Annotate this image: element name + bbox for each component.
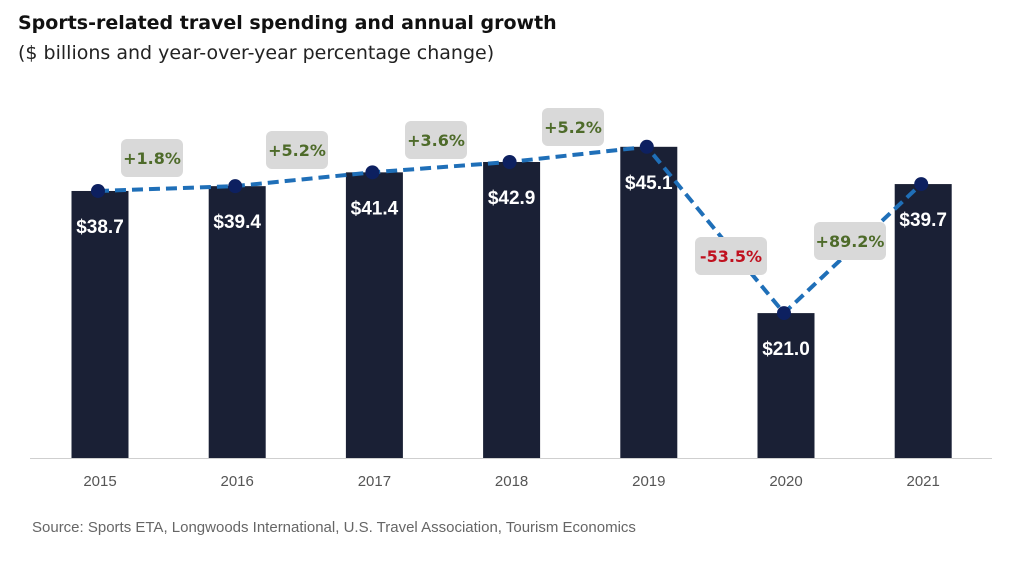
line-marker <box>639 139 654 154</box>
bar-2019 <box>620 146 678 458</box>
line-marker <box>228 179 243 194</box>
x-tick-label: 2018 <box>495 473 528 490</box>
growth-label: -53.5% <box>695 237 767 275</box>
growth-label-text: +5.2% <box>544 118 602 137</box>
growth-label-box <box>266 131 328 169</box>
value-label: $41.4 <box>351 198 399 219</box>
growth-label: +89.2% <box>814 222 886 260</box>
value-label: $21.0 <box>762 339 810 360</box>
x-tick-label: 2015 <box>83 473 116 490</box>
growth-label-text: +1.8% <box>123 149 181 168</box>
chart-subtitle: ($ billions and year-over-year percentag… <box>18 42 495 64</box>
source-note: Source: Sports ETA, Longwoods Internatio… <box>32 519 636 536</box>
x-tick-label: 2021 <box>907 473 940 490</box>
growth-label-text: -53.5% <box>700 247 762 266</box>
line-marker <box>365 165 380 180</box>
bar-2017 <box>345 172 403 458</box>
growth-label: +5.2% <box>542 108 604 146</box>
x-tick-label: 2020 <box>769 473 802 490</box>
bar-2016 <box>208 186 266 458</box>
value-label: $42.9 <box>488 188 536 209</box>
bar-2021 <box>894 184 952 458</box>
line-marker <box>777 306 791 321</box>
growth-label-box <box>121 139 183 177</box>
bar-2020 <box>757 313 815 458</box>
growth-label-box <box>542 108 604 146</box>
x-tick-label: 2019 <box>632 473 665 490</box>
line-marker <box>502 154 517 169</box>
growth-label-box <box>814 222 886 260</box>
growth-label-box <box>695 237 767 275</box>
line-marker <box>914 177 929 192</box>
bar-2018 <box>483 161 541 459</box>
growth-label-text: +5.2% <box>268 141 326 160</box>
x-tick-label: 2017 <box>358 473 391 490</box>
value-label: $38.7 <box>76 217 124 238</box>
x-tick-label: 2016 <box>221 473 254 490</box>
growth-label-text: +89.2% <box>816 232 885 251</box>
value-label: $45.1 <box>625 173 673 194</box>
chart-title: Sports-related travel spending and annua… <box>18 12 557 34</box>
growth-label: +5.2% <box>266 131 328 169</box>
growth-label: +1.8% <box>121 139 183 177</box>
value-label: $39.7 <box>899 210 947 231</box>
line-marker <box>91 183 105 198</box>
value-label: $39.4 <box>213 212 261 233</box>
growth-label: +3.6% <box>405 121 467 159</box>
growth-label-box <box>405 121 467 159</box>
growth-label-text: +3.6% <box>407 131 465 150</box>
bar-2015 <box>71 190 129 458</box>
